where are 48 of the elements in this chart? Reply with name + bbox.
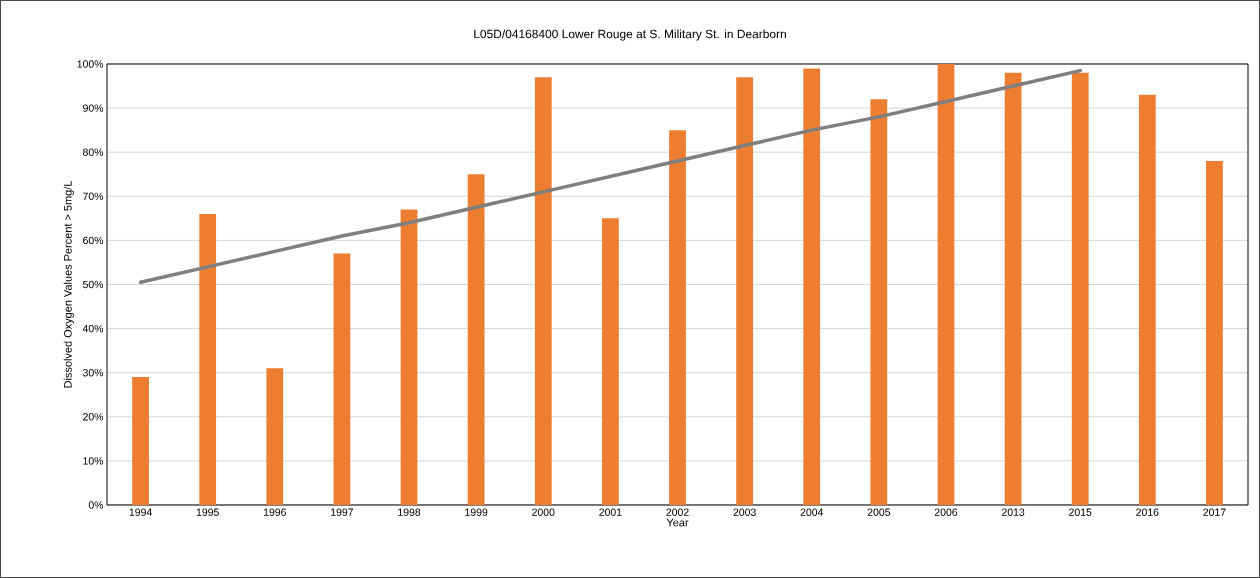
y-tick-label: 20% bbox=[83, 413, 104, 421]
x-tick-label: 2001 bbox=[599, 508, 622, 516]
y-tick-label: 100% bbox=[77, 60, 104, 68]
y-tick-label: 60% bbox=[83, 236, 104, 245]
x-tick-label: 1999 bbox=[465, 508, 488, 516]
x-tick-label: 1997 bbox=[331, 508, 354, 516]
y-tick-label: 30% bbox=[82, 368, 104, 377]
chart-title: L05D/04168400 Lower Rouge at S. Military St. in Dearborn bbox=[474, 29, 786, 41]
y-tick-label: 90% bbox=[83, 104, 104, 112]
x-tick-label: 2006 bbox=[934, 508, 958, 516]
x-tick-label: 2017 bbox=[1203, 508, 1226, 516]
bar bbox=[937, 63, 955, 505]
bar bbox=[467, 174, 485, 505]
bar bbox=[132, 377, 149, 505]
bar bbox=[199, 213, 217, 505]
x-tick-label: 2004 bbox=[800, 508, 824, 516]
bar bbox=[1071, 72, 1089, 505]
x-tick-label: 2013 bbox=[1001, 508, 1025, 516]
x-tick-label: 2003 bbox=[733, 508, 756, 516]
bar bbox=[736, 77, 754, 505]
bar bbox=[669, 130, 686, 505]
bar bbox=[870, 99, 888, 505]
x-tick-label: 2002 bbox=[666, 508, 689, 516]
bar bbox=[1004, 72, 1022, 505]
x-tick-label: 1995 bbox=[196, 508, 219, 516]
x-tick-label: 1996 bbox=[263, 508, 286, 516]
x-tick-label: 2005 bbox=[867, 508, 891, 516]
bar bbox=[1138, 94, 1156, 505]
x-tick-label: 2016 bbox=[1136, 508, 1159, 516]
y-tick-label: 10% bbox=[83, 457, 104, 465]
x-axis-title: Year bbox=[666, 518, 689, 527]
bar bbox=[400, 209, 418, 505]
y-tick-label: 40% bbox=[82, 324, 104, 333]
x-tick-label: 1994 bbox=[129, 508, 152, 516]
bar bbox=[333, 253, 351, 505]
y-axis-title: Dissolved Oxygen Values Percent > 5mg/L bbox=[63, 180, 74, 388]
bar bbox=[534, 77, 552, 505]
bar bbox=[803, 68, 821, 505]
x-tick-label: 1998 bbox=[398, 508, 421, 516]
y-tick-label: 0% bbox=[88, 501, 104, 509]
y-tick-label: 70% bbox=[83, 192, 104, 200]
x-tick-label: 2015 bbox=[1069, 508, 1092, 516]
y-tick-label: 50% bbox=[82, 280, 104, 289]
bar bbox=[266, 368, 284, 505]
y-tick-label: 80% bbox=[83, 148, 104, 156]
bar bbox=[1206, 161, 1223, 505]
bar bbox=[602, 218, 619, 505]
x-tick-label: 2000 bbox=[532, 508, 555, 516]
